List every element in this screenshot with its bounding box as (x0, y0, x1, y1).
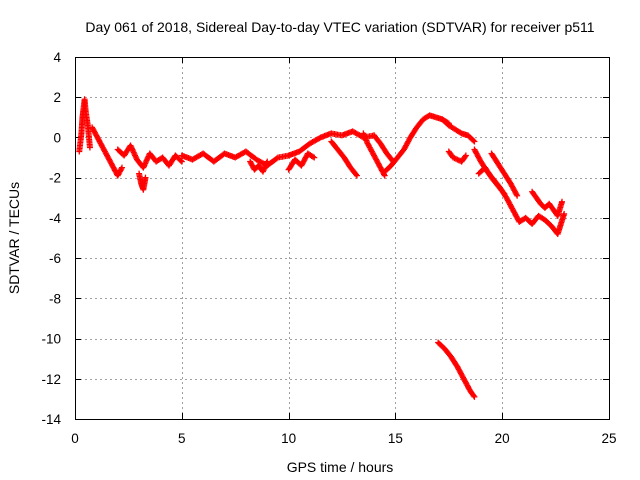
data-point (118, 164, 125, 171)
chart-title: Day 061 of 2018, Sidereal Day-to-day VTE… (85, 19, 594, 35)
x-tick-label: 15 (388, 431, 403, 446)
x-tick-label: 10 (281, 431, 296, 446)
data-point (177, 157, 184, 164)
data-point (353, 172, 360, 179)
data-point (561, 210, 568, 217)
data-point (514, 192, 521, 199)
data-point (142, 174, 149, 181)
y-tick-label: -8 (49, 291, 61, 306)
x-tick-label: 5 (178, 431, 186, 446)
data-point (86, 144, 93, 151)
y-tick-label: 4 (53, 50, 61, 65)
grid-lines (75, 57, 609, 419)
x-tick-label: 20 (495, 431, 510, 446)
data-points (76, 96, 568, 400)
data-point (264, 158, 271, 165)
data-point (381, 171, 388, 178)
y-tick-label: 0 (53, 130, 61, 145)
data-point (178, 158, 185, 165)
x-axis-label: GPS time / hours (287, 459, 394, 475)
data-point (462, 153, 469, 160)
data-point (316, 135, 323, 142)
data-point (501, 190, 508, 197)
data-point (462, 152, 469, 159)
data-point (470, 137, 477, 144)
y-tick-label: -12 (41, 372, 61, 387)
plot-frame (75, 57, 610, 420)
data-point (118, 165, 125, 172)
data-point (273, 155, 280, 162)
data-point (470, 392, 477, 399)
data-point (471, 138, 478, 145)
data-point (559, 198, 566, 205)
data-point (471, 393, 478, 400)
x-tick-label: 0 (71, 431, 79, 446)
y-tick-label: -2 (49, 171, 61, 186)
y-axis-label: SDTVAR / TECUs (6, 182, 22, 294)
data-point (353, 171, 360, 178)
data-point (311, 154, 318, 161)
y-tick-label: -4 (49, 211, 61, 226)
data-point (500, 189, 507, 196)
x-tick-label: 25 (601, 431, 616, 446)
y-tick-label: -6 (49, 251, 61, 266)
y-tick-label: -10 (41, 332, 61, 347)
data-point (513, 191, 520, 198)
y-tick-label: -14 (41, 412, 61, 427)
data-point (309, 153, 316, 160)
y-tick-label: 2 (53, 90, 61, 105)
